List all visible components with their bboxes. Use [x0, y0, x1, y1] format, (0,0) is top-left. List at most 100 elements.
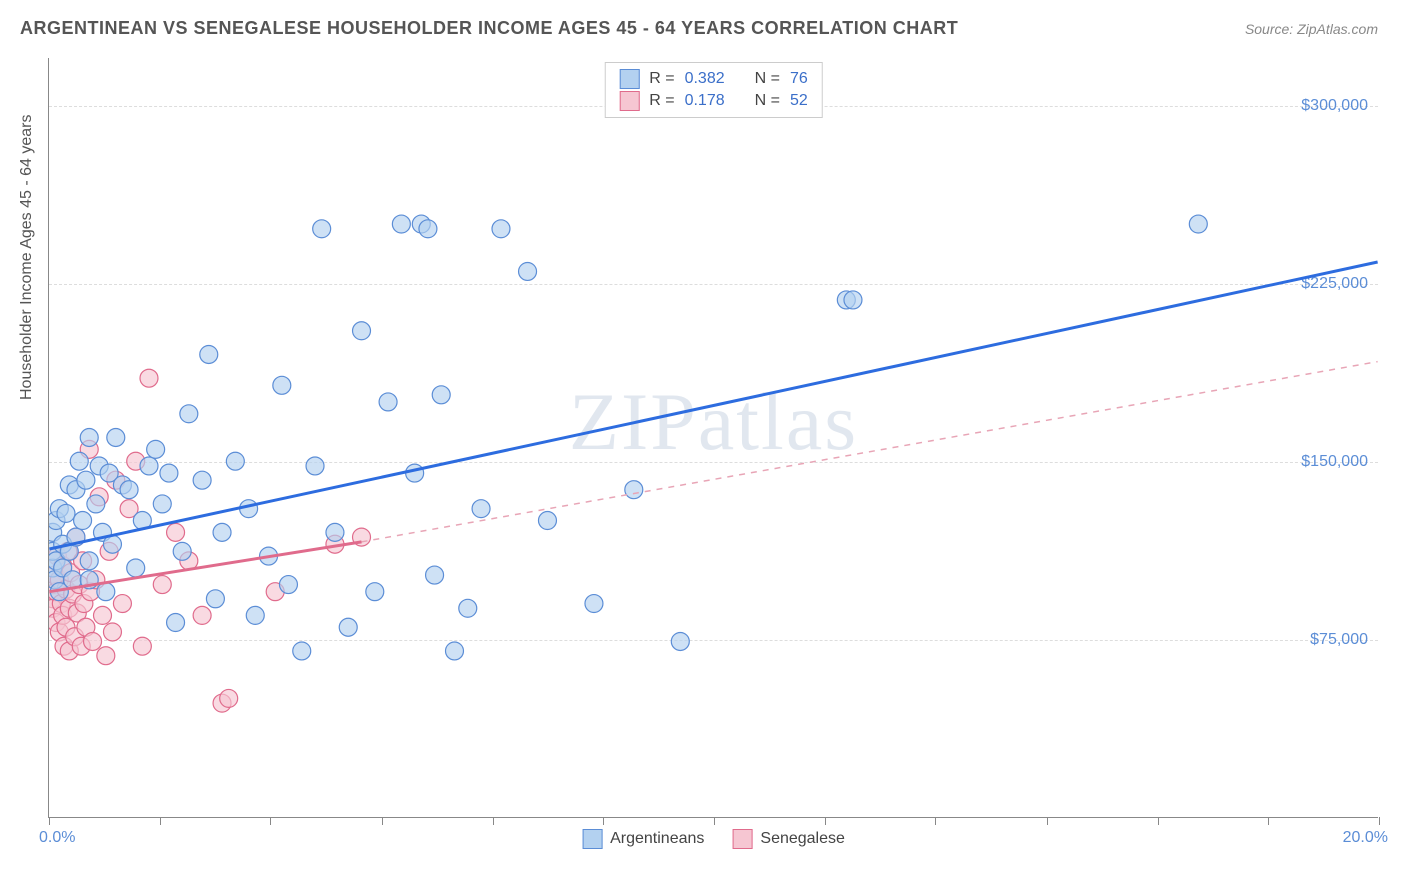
- data-point: [94, 606, 112, 624]
- data-point: [206, 590, 224, 608]
- data-point: [326, 523, 344, 541]
- data-point: [180, 405, 198, 423]
- data-point: [103, 623, 121, 641]
- data-point: [844, 291, 862, 309]
- data-point: [120, 481, 138, 499]
- data-point: [220, 689, 238, 707]
- y-axis-title: Householder Income Ages 45 - 64 years: [18, 115, 36, 401]
- series-a-label: Argentineans: [610, 830, 704, 848]
- data-point: [127, 559, 145, 577]
- trendline: [49, 262, 1377, 549]
- r-value-b: 0.178: [685, 92, 725, 110]
- data-point: [213, 523, 231, 541]
- n-label-a: N =: [755, 70, 780, 88]
- data-point: [273, 376, 291, 394]
- data-point: [293, 642, 311, 660]
- legend-item-b: Senegalese: [732, 829, 845, 849]
- data-point: [153, 495, 171, 513]
- data-point: [107, 429, 125, 447]
- data-point: [459, 599, 477, 617]
- data-point: [519, 262, 537, 280]
- data-point: [80, 552, 98, 570]
- legend-row-a: R = 0.382 N = 76: [619, 69, 808, 89]
- x-tick: [493, 817, 494, 825]
- chart-plot-area: R = 0.382 N = 76 R = 0.178 N = 52 ZIPatl…: [48, 58, 1378, 818]
- data-point: [167, 523, 185, 541]
- x-tick: [603, 817, 604, 825]
- data-point: [226, 452, 244, 470]
- data-point: [70, 452, 88, 470]
- trendline: [362, 362, 1378, 542]
- data-point: [97, 583, 115, 601]
- n-label-b: N =: [755, 92, 780, 110]
- data-point: [140, 369, 158, 387]
- x-tick: [270, 817, 271, 825]
- data-point: [200, 345, 218, 363]
- data-point: [306, 457, 324, 475]
- series-legend: Argentineans Senegalese: [582, 829, 845, 849]
- data-point: [426, 566, 444, 584]
- r-label-b: R =: [649, 92, 674, 110]
- data-point: [77, 471, 95, 489]
- data-point: [313, 220, 331, 238]
- x-axis-min-label: 0.0%: [39, 829, 75, 847]
- data-point: [193, 471, 211, 489]
- data-point: [74, 512, 92, 530]
- scatter-svg: [49, 58, 1378, 817]
- data-point: [279, 576, 297, 594]
- x-tick: [1158, 817, 1159, 825]
- data-point: [80, 429, 98, 447]
- x-tick: [935, 817, 936, 825]
- swatch-a-icon: [619, 69, 639, 89]
- x-tick: [1379, 817, 1380, 825]
- data-point: [446, 642, 464, 660]
- data-point: [366, 583, 384, 601]
- data-point: [140, 457, 158, 475]
- data-point: [113, 595, 131, 613]
- data-point: [625, 481, 643, 499]
- data-point: [1189, 215, 1207, 233]
- data-point: [87, 495, 105, 513]
- data-point: [392, 215, 410, 233]
- data-point: [419, 220, 437, 238]
- data-point: [353, 322, 371, 340]
- data-point: [339, 618, 357, 636]
- source-attribution: Source: ZipAtlas.com: [1245, 21, 1378, 37]
- x-axis-max-label: 20.0%: [1343, 829, 1388, 847]
- x-tick: [160, 817, 161, 825]
- n-value-a: 76: [790, 70, 808, 88]
- data-point: [585, 595, 603, 613]
- data-point: [432, 386, 450, 404]
- x-tick: [714, 817, 715, 825]
- x-tick: [49, 817, 50, 825]
- data-point: [57, 504, 75, 522]
- data-point: [472, 500, 490, 518]
- data-point: [160, 464, 178, 482]
- data-point: [246, 606, 264, 624]
- x-tick: [382, 817, 383, 825]
- data-point: [538, 512, 556, 530]
- x-tick: [825, 817, 826, 825]
- data-point: [492, 220, 510, 238]
- data-point: [147, 440, 165, 458]
- swatch-a2-icon: [582, 829, 602, 849]
- swatch-b2-icon: [732, 829, 752, 849]
- r-value-a: 0.382: [685, 70, 725, 88]
- swatch-b-icon: [619, 91, 639, 111]
- data-point: [153, 576, 171, 594]
- data-point: [167, 614, 185, 632]
- data-point: [671, 632, 689, 650]
- data-point: [379, 393, 397, 411]
- x-tick: [1268, 817, 1269, 825]
- legend-row-b: R = 0.178 N = 52: [619, 91, 808, 111]
- chart-title: ARGENTINEAN VS SENEGALESE HOUSEHOLDER IN…: [20, 18, 958, 39]
- data-point: [97, 647, 115, 665]
- data-point: [193, 606, 211, 624]
- x-tick: [1047, 817, 1048, 825]
- data-point: [406, 464, 424, 482]
- correlation-legend: R = 0.382 N = 76 R = 0.178 N = 52: [604, 62, 823, 118]
- n-value-b: 52: [790, 92, 808, 110]
- data-point: [173, 542, 191, 560]
- series-b-label: Senegalese: [760, 830, 845, 848]
- r-label-a: R =: [649, 70, 674, 88]
